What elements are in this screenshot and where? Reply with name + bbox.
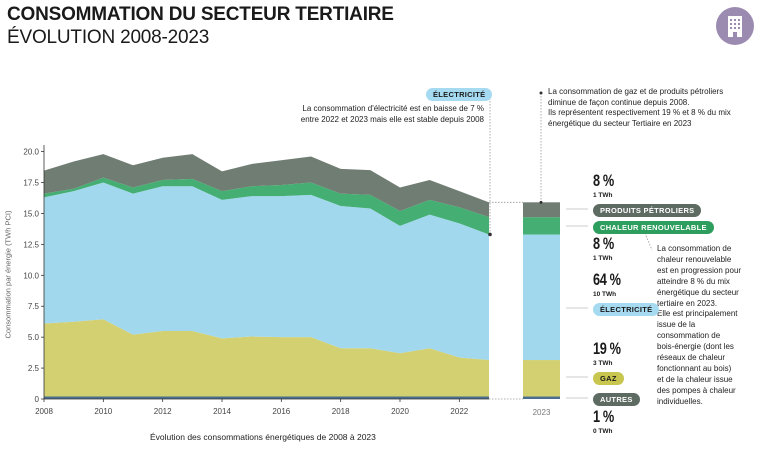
bar-2023-label: 2023 xyxy=(533,408,551,417)
twh-chaleur-renouvelable: 1 TWh xyxy=(593,255,613,262)
x-tick-label: 2020 xyxy=(391,407,409,416)
y-tick-label: 15.0 xyxy=(23,209,39,218)
x-tick-label: 2016 xyxy=(272,407,290,416)
y-tick-label: 17.5 xyxy=(23,179,39,188)
x-tick-label: 2010 xyxy=(94,407,112,416)
annotation-line: La consommation de xyxy=(657,244,732,253)
annotation-line: diminue de façon continue depuis 2008. xyxy=(548,97,690,107)
callout-dot xyxy=(488,232,492,237)
pct-chaleur-renouvelable: 8 % xyxy=(593,234,614,253)
annotation-line: Ils représentent respectivement 19 % et … xyxy=(548,108,731,117)
annotation-line: issue de la xyxy=(657,320,696,330)
annotation-line: chaleur renouvelable xyxy=(657,254,732,264)
annotation-line: tertiaire en 2023. xyxy=(657,298,718,308)
annotation-electricite-pill: ÉLECTRICITÉ xyxy=(426,88,493,101)
bar-2023-chaleur-renouvelable xyxy=(523,217,560,235)
annotation-line: consommation de xyxy=(657,331,721,341)
annotation-line: bois-énergie (dont les xyxy=(657,342,734,352)
legend-pill-autres: AUTRES xyxy=(593,393,640,406)
callout-dot xyxy=(539,91,543,95)
legend-pill-electricite: ÉLECTRICITÉ xyxy=(593,303,660,316)
legend-pill-gaz: GAZ xyxy=(593,372,624,385)
pct-autres: 1 % xyxy=(593,407,614,426)
annotation-line: des pompes à chaleur xyxy=(657,385,736,395)
page-title: CONSOMMATION DU SECTEUR TERTIAIRE xyxy=(7,4,394,25)
x-tick-label: 2008 xyxy=(35,407,53,416)
bar-2023-electricite xyxy=(523,234,560,361)
annotation-line: fonctionnant au bois) xyxy=(657,363,732,373)
x-tick-label: 2012 xyxy=(154,407,172,416)
annotation-line: énergétique du secteur xyxy=(657,287,739,297)
callout-dot xyxy=(539,200,543,204)
annotation-gaz-petrole: La consommation de gaz et de produits pé… xyxy=(548,87,731,129)
area-gaz xyxy=(44,319,489,397)
y-tick-label: 2.5 xyxy=(28,364,40,373)
annotation-line: individuelles. xyxy=(657,396,703,406)
y-tick-label: 10.0 xyxy=(23,271,39,280)
annotation-line: atteindre 8 % du mix xyxy=(657,276,730,286)
legend-pill-chaleur-renouvelable: CHALEUR RENOUVELABLE xyxy=(593,221,714,234)
x-tick-label: 2014 xyxy=(213,407,231,416)
annotation-line: La consommation de gaz et de produits pé… xyxy=(548,87,724,96)
x-tick-label: 2018 xyxy=(332,407,350,416)
twh-produits-petroliers: 1 TWh xyxy=(593,192,613,199)
bar-2023-gaz xyxy=(523,360,560,397)
pct-gaz: 19 % xyxy=(593,339,621,358)
y-axis-label: Consommation par énergie (TWh PCI) xyxy=(3,210,13,339)
area-autres xyxy=(44,396,489,399)
legend-pill-produits-petroliers: PRODUITS PÉTROLIERS xyxy=(593,204,702,217)
twh-gaz: 3 TWh xyxy=(593,360,613,367)
y-tick-label: 20.0 xyxy=(23,148,39,157)
pct-produits-petroliers: 8 % xyxy=(593,171,614,190)
y-tick-label: 5.0 xyxy=(28,333,40,342)
annotation-electricite-line1: La consommation d'électricité est en bai… xyxy=(302,104,484,113)
twh-autres: 0 TWh xyxy=(593,428,613,435)
annotation-electricite-line2: entre 2022 et 2023 mais elle est stable … xyxy=(300,115,484,124)
area-produits-petroliers xyxy=(44,154,489,218)
annotation-line: réseaux de chaleur xyxy=(657,353,726,363)
bar-2023-autres xyxy=(523,396,560,399)
y-tick-label: 12.5 xyxy=(23,240,39,249)
building-icon xyxy=(716,7,754,45)
annotation-line: Elle est principalement xyxy=(657,309,738,319)
annotation-line: énergétique du secteur Tertiaire en 2023 xyxy=(548,118,692,128)
annotation-line: et de la chaleur issue xyxy=(657,374,733,384)
annotation-line: est en progression pour xyxy=(657,265,742,275)
annotation-chaleur: La consommation de chaleur renouvelable … xyxy=(657,244,741,408)
pct-electricite: 64 % xyxy=(593,270,621,289)
twh-electricite: 10 TWh xyxy=(593,291,617,298)
x-axis-label: Évolution des consommations énergétiques… xyxy=(150,432,376,442)
page-subtitle: ÉVOLUTION 2008-2023 xyxy=(7,27,210,48)
area-electricite xyxy=(44,182,489,361)
bar-2023-produits-petroliers xyxy=(523,202,560,218)
chaleur-callout-line xyxy=(644,232,653,251)
x-tick-label: 2022 xyxy=(450,407,468,416)
y-tick-label: 7.5 xyxy=(28,302,40,311)
area-chaleur-renouvelable xyxy=(44,177,489,235)
y-tick-label: 0 xyxy=(35,395,40,404)
